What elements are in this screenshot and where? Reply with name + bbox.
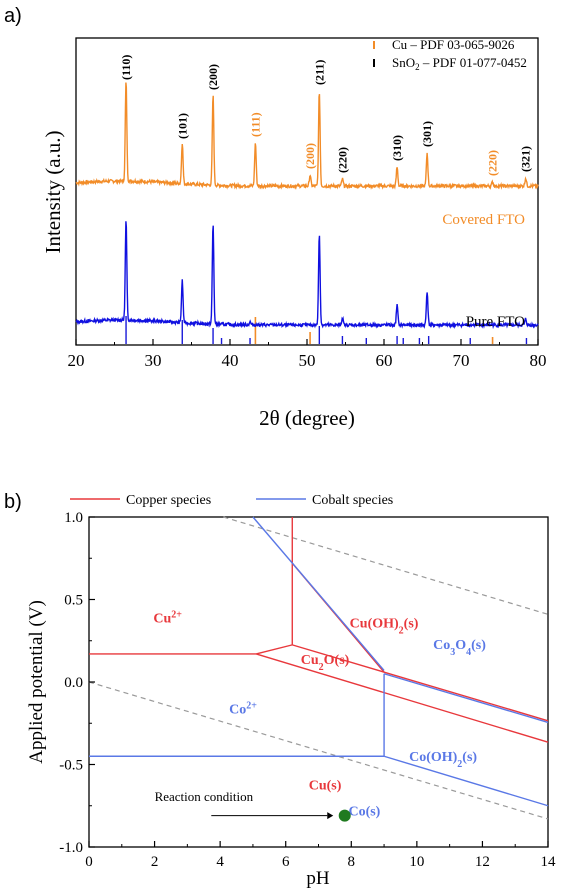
peak-label: (220)	[335, 147, 349, 173]
y-tick-label: -0.5	[59, 758, 83, 774]
copper-boundary-line	[256, 644, 293, 655]
peak-label: (220)	[486, 150, 500, 176]
pourbaix-x-axis-ticks: 0 2 4 6 8 10 12 14	[85, 841, 556, 870]
peak-label: (111)	[248, 112, 262, 137]
xrd-y-axis-label: Intensity (a.u.)	[41, 130, 65, 253]
x-tick-label: 6	[282, 854, 290, 870]
region-label: Co2+	[229, 700, 257, 718]
reaction-condition-point	[338, 809, 351, 822]
region-label: Co3O4(s)	[433, 638, 486, 658]
region-label: Cu2+	[153, 609, 182, 627]
x-tick-label: 30	[145, 351, 162, 370]
copper-boundary-line	[256, 653, 549, 743]
cobalt-boundary-line	[252, 516, 385, 671]
region-label: Cu(s)	[309, 778, 342, 793]
y-tick-label: 1.0	[64, 510, 83, 526]
region-label: Cu2O(s)	[301, 653, 350, 673]
water-stability-dashed-lines	[88, 516, 549, 820]
pourbaix-x-axis-label: pH	[306, 868, 330, 889]
reaction-annotation: Reaction condition	[155, 789, 351, 822]
legend-label-sno2: SnO2 – PDF 01-077-0452	[392, 55, 527, 72]
y-tick-label: -1.0	[59, 840, 83, 856]
peak-label: (200)	[206, 64, 220, 90]
x-tick-label: 60	[376, 351, 393, 370]
x-tick-label: 2	[151, 854, 159, 870]
region-label: Co(OH)2(s)	[409, 750, 477, 770]
peak-label: (110)	[119, 55, 133, 80]
x-tick-label: 70	[453, 351, 470, 370]
pourbaix-y-axis-ticks: -1.0 -0.5 0.0 0.5 1.0	[59, 510, 95, 856]
water-line	[88, 681, 549, 820]
peak-label: (301)	[420, 121, 434, 147]
x-tick-label: 10	[409, 854, 424, 870]
x-tick-label: 40	[222, 351, 239, 370]
pourbaix-legend: Copper species Cobalt species	[70, 493, 393, 508]
panel-label-b: b)	[4, 491, 22, 513]
xrd-legend: Cu – PDF 03-065-9026 SnO2 – PDF 01-077-0…	[373, 37, 527, 72]
peak-label: (200)	[303, 143, 317, 169]
xrd-peak-labels: (110) (101) (200) (111) (200) (211) (220) (310)…	[119, 55, 533, 176]
peak-label: (101)	[175, 113, 189, 139]
region-label: Cu(OH)2(s)	[350, 617, 419, 637]
x-tick-label: 12	[475, 854, 490, 870]
xrd-plot-frame	[75, 37, 539, 346]
series-label-covered-fto: Covered FTO	[442, 212, 525, 228]
series-line-covered-fto	[75, 82, 539, 191]
panel-label-a: a)	[4, 5, 22, 27]
water-line	[223, 516, 549, 615]
x-tick-label: 14	[541, 854, 557, 870]
x-tick-label: 50	[299, 351, 316, 370]
y-tick-label: 0.5	[64, 593, 83, 609]
series-line-pure-fto	[75, 221, 539, 330]
series-label-pure-fto: Pure FTO	[466, 314, 525, 330]
legend-label-copper: Copper species	[126, 493, 211, 508]
peak-label: (310)	[390, 135, 404, 161]
pourbaix-y-axis-label: Applied potential (V)	[26, 600, 47, 764]
region-label: Co(s)	[348, 805, 380, 820]
x-tick-label: 80	[530, 351, 547, 370]
pourbaix-boundary-lines	[89, 516, 549, 807]
copper-boundary-line	[292, 644, 549, 722]
xrd-reference-lines	[125, 316, 528, 344]
xrd-x-axis-ticks: 20 30 40 50 60 70 80	[68, 339, 547, 370]
x-tick-label: 4	[216, 854, 224, 870]
cobalt-boundary-line	[383, 673, 549, 724]
legend-label-cobalt: Cobalt species	[312, 493, 393, 508]
x-tick-label: 8	[348, 854, 356, 870]
legend-marker-cu	[373, 41, 375, 49]
legend-label-cu: Cu – PDF 03-065-9026	[392, 37, 515, 52]
reaction-condition-label: Reaction condition	[155, 789, 254, 804]
y-tick-label: 0.0	[64, 675, 83, 691]
legend-marker-sno2	[373, 59, 375, 67]
cobalt-boundary-line	[383, 755, 549, 807]
peak-label: (321)	[519, 146, 533, 172]
xrd-x-axis-label: 2θ (degree)	[259, 406, 355, 430]
x-tick-label: 0	[85, 854, 93, 870]
pourbaix-region-labels: Cu2+ Cu(OH)2(s)Cu2O(s) Co3O4(s) Co2+ Co(OH)2…	[153, 609, 486, 820]
x-tick-label: 20	[68, 351, 85, 370]
peak-label: (211)	[312, 60, 326, 85]
reaction-arrow-head	[327, 812, 334, 820]
